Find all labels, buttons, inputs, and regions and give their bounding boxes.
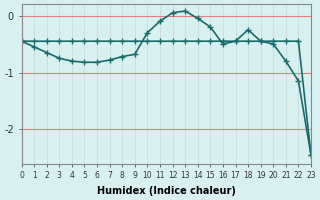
X-axis label: Humidex (Indice chaleur): Humidex (Indice chaleur) (97, 186, 236, 196)
